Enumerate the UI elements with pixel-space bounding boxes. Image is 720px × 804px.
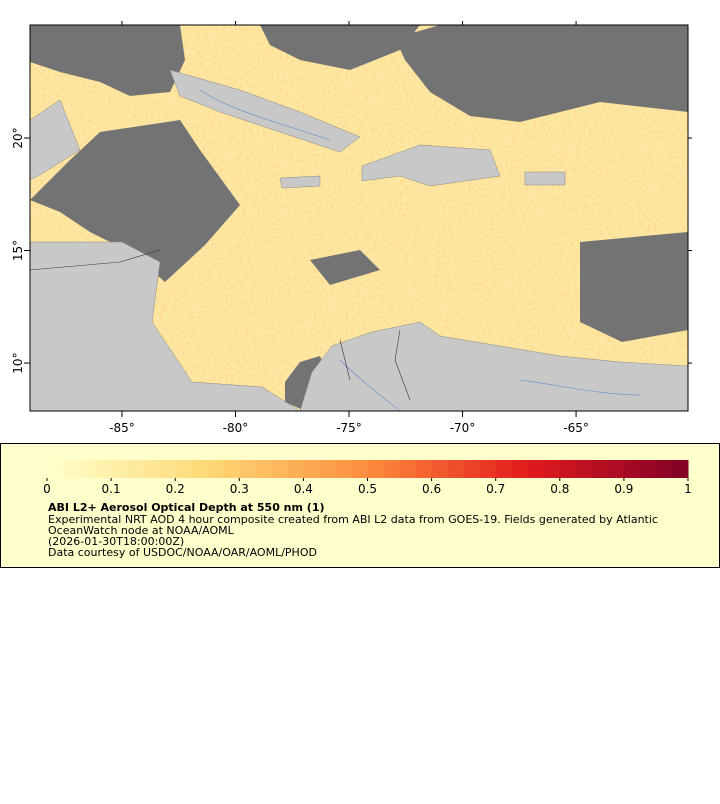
- colorbar-step: [271, 460, 288, 478]
- x-tick-label: -65°: [563, 421, 589, 435]
- colorbar-step: [351, 460, 368, 478]
- legend-title: ABI L2+ Aerosol Optical Depth at 550 nm …: [48, 501, 325, 514]
- colorbar-tick-label: 0.1: [102, 482, 121, 496]
- colorbar-step: [303, 460, 320, 478]
- colorbar-tick-label: 0.3: [230, 482, 249, 496]
- colorbar-step: [431, 460, 449, 478]
- colorbar-step: [287, 460, 304, 478]
- colorbar-step: [495, 460, 513, 478]
- colorbar-step: [559, 460, 577, 478]
- x-tick-label: -80°: [223, 421, 249, 435]
- colorbar-step: [223, 460, 240, 478]
- colorbar-step: [527, 460, 545, 478]
- colorbar-tick-label: 0.2: [166, 482, 185, 496]
- colorbar-step: [47, 460, 64, 478]
- colorbar-step: [639, 460, 657, 478]
- colorbar-step: [383, 460, 401, 478]
- colorbar-step: [175, 460, 192, 478]
- colorbar-tick-label: 1: [684, 482, 692, 496]
- colorbar-step: [335, 460, 352, 478]
- colorbar-step: [415, 460, 433, 478]
- colorbar-step: [111, 460, 128, 478]
- x-tick-label: -75°: [336, 421, 362, 435]
- colorbar-tick-label: 0.5: [358, 482, 377, 496]
- colorbar-step: [191, 460, 208, 478]
- colorbar-tick-label: 0.7: [486, 482, 505, 496]
- colorbar-step: [159, 460, 176, 478]
- colorbar-tick-label: 0: [43, 482, 51, 496]
- map-image: [30, 25, 688, 411]
- legend-line: OceanWatch node at NOAA/AOML: [48, 524, 235, 537]
- colorbar-step: [591, 460, 609, 478]
- colorbar-step: [127, 460, 144, 478]
- map-frame: [29, 24, 689, 412]
- colorbar-step: [399, 460, 417, 478]
- legend-line: Data courtesy of USDOC/NOAA/OAR/AOML/PHO…: [48, 546, 317, 559]
- colorbar-step: [447, 460, 465, 478]
- colorbar-step: [543, 460, 561, 478]
- colorbar-step: [239, 460, 256, 478]
- colorbar-step: [63, 460, 80, 478]
- legend-line: (2026-01-30T18:00:00Z): [48, 535, 184, 548]
- colorbar-step: [207, 460, 224, 478]
- colorbar-tick-label: 0.8: [550, 482, 569, 496]
- colorbar-step: [607, 460, 625, 478]
- colorbar-tick-label: 0.9: [614, 482, 633, 496]
- colorbar-step: [95, 460, 112, 478]
- colorbar-step: [511, 460, 529, 478]
- colorbar-tick-label: 0.6: [422, 482, 441, 496]
- colorbar-step: [143, 460, 160, 478]
- y-tick-label: 10°: [11, 352, 25, 373]
- colorbar-step: [479, 460, 497, 478]
- colorbar-step: [367, 460, 385, 478]
- colorbar-step: [575, 460, 593, 478]
- colorbar-step: [463, 460, 481, 478]
- colorbar-tick-label: 0.4: [294, 482, 313, 496]
- x-tick-label: -85°: [109, 421, 135, 435]
- colorbar-step: [79, 460, 96, 478]
- colorbar-step: [671, 460, 689, 478]
- colorbar-step: [623, 460, 641, 478]
- y-tick-label: 15°: [11, 240, 25, 261]
- y-tick-label: 20°: [11, 127, 25, 148]
- colorbar-step: [319, 460, 336, 478]
- legend-line: Experimental NRT AOD 4 hour composite cr…: [48, 513, 658, 526]
- colorbar-step: [255, 460, 272, 478]
- x-tick-label: -70°: [450, 421, 476, 435]
- colorbar-step: [655, 460, 673, 478]
